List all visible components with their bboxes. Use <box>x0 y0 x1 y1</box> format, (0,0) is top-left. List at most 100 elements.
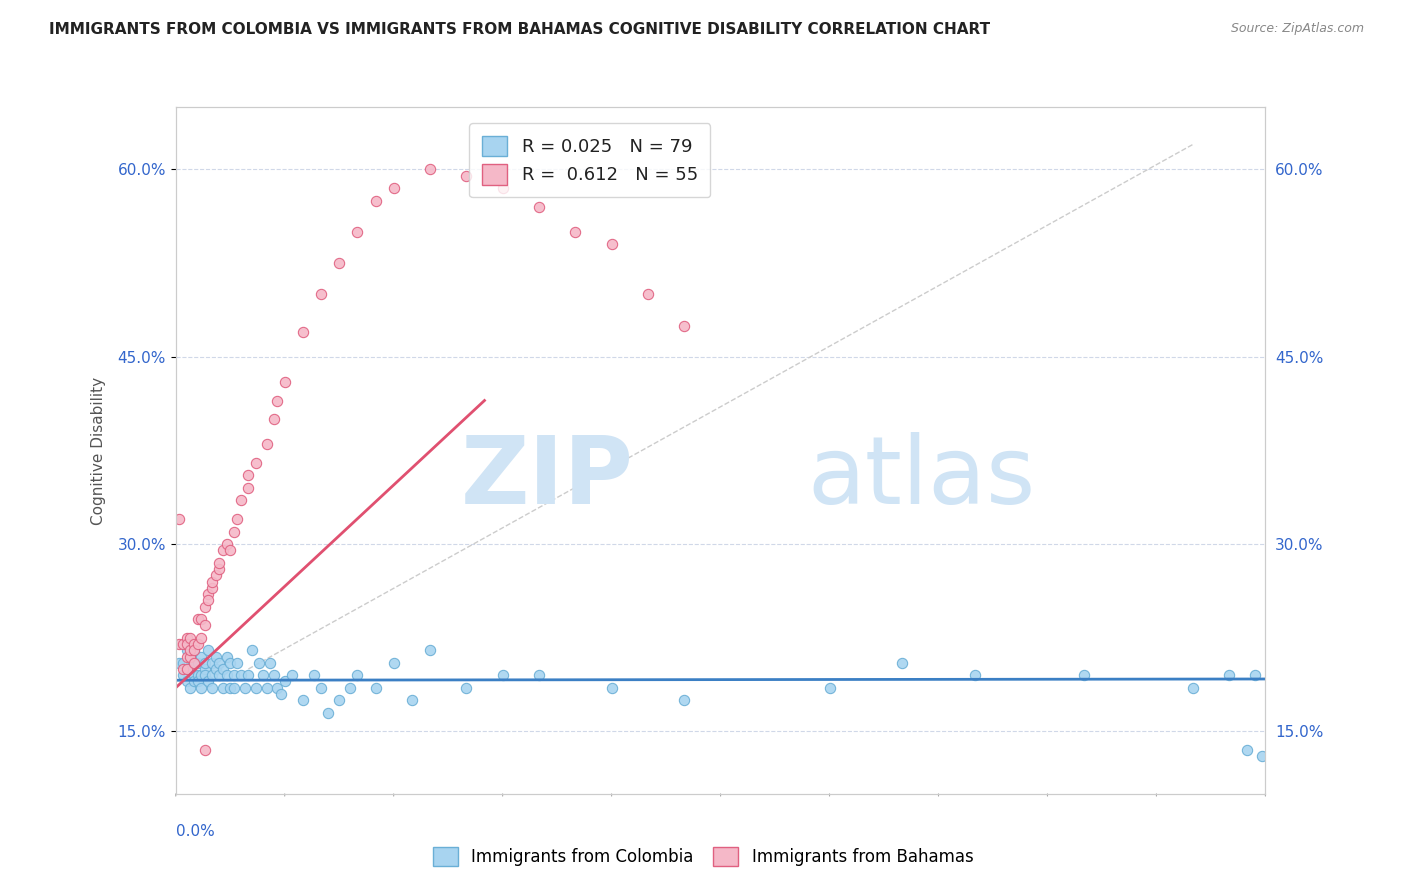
Point <box>600 237 623 252</box>
Point <box>270 687 292 701</box>
Point <box>309 681 332 695</box>
Point <box>172 668 194 682</box>
Point <box>600 681 623 695</box>
Point <box>222 681 245 695</box>
Point <box>346 668 368 682</box>
Point <box>204 649 226 664</box>
Point <box>231 493 253 508</box>
Point <box>219 543 242 558</box>
Point <box>891 656 914 670</box>
Point <box>233 681 256 695</box>
Point <box>172 662 194 676</box>
Point <box>346 225 368 239</box>
Point <box>274 375 297 389</box>
Point <box>673 693 696 707</box>
Point <box>183 643 205 657</box>
Point <box>291 693 314 707</box>
Point <box>169 512 191 526</box>
Point <box>201 681 224 695</box>
Point <box>212 543 235 558</box>
Point <box>240 643 263 657</box>
Point <box>186 674 209 689</box>
Point <box>201 668 224 682</box>
Text: IMMIGRANTS FROM COLOMBIA VS IMMIGRANTS FROM BAHAMAS COGNITIVE DISABILITY CORRELA: IMMIGRANTS FROM COLOMBIA VS IMMIGRANTS F… <box>49 22 990 37</box>
Point <box>179 649 201 664</box>
Point <box>637 287 659 301</box>
Point <box>194 656 217 670</box>
Point <box>302 668 325 682</box>
Point <box>183 656 205 670</box>
Point <box>179 643 201 657</box>
Point <box>226 656 249 670</box>
Point <box>328 256 350 270</box>
Point <box>194 618 217 632</box>
Point <box>169 656 191 670</box>
Point <box>263 668 285 682</box>
Point <box>179 649 201 664</box>
Point <box>238 481 260 495</box>
Point <box>186 637 209 651</box>
Point <box>818 681 841 695</box>
Point <box>1243 668 1265 682</box>
Point <box>183 668 205 682</box>
Point <box>226 512 249 526</box>
Point <box>245 456 267 470</box>
Point <box>456 169 478 183</box>
Point <box>259 656 281 670</box>
Y-axis label: Cognitive Disability: Cognitive Disability <box>91 376 107 524</box>
Point <box>197 587 219 601</box>
Point <box>183 656 205 670</box>
Point <box>281 668 304 682</box>
Point <box>179 681 201 695</box>
Text: 0.0%: 0.0% <box>176 824 215 839</box>
Point <box>963 668 986 682</box>
Point <box>245 681 267 695</box>
Point <box>176 631 198 645</box>
Point <box>222 524 245 539</box>
Point <box>382 181 405 195</box>
Point <box>1236 743 1258 757</box>
Point <box>291 325 314 339</box>
Point <box>176 643 198 657</box>
Point <box>183 637 205 651</box>
Point <box>212 681 235 695</box>
Point <box>492 668 515 682</box>
Point <box>252 668 274 682</box>
Legend: R = 0.025   N = 79, R =  0.612   N = 55: R = 0.025 N = 79, R = 0.612 N = 55 <box>470 123 710 197</box>
Point <box>204 662 226 676</box>
Point <box>186 612 209 626</box>
Point <box>208 562 231 576</box>
Point <box>382 656 405 670</box>
Point <box>266 681 288 695</box>
Point <box>190 668 212 682</box>
Point <box>256 681 278 695</box>
Text: ZIP: ZIP <box>461 432 633 524</box>
Point <box>201 574 224 589</box>
Point <box>208 668 231 682</box>
Point <box>1073 668 1095 682</box>
Point <box>197 643 219 657</box>
Point <box>194 668 217 682</box>
Point <box>1181 681 1204 695</box>
Point <box>176 674 198 689</box>
Point <box>673 318 696 333</box>
Point <box>208 556 231 570</box>
Point <box>176 649 198 664</box>
Point <box>197 593 219 607</box>
Point <box>172 637 194 651</box>
Point <box>274 674 297 689</box>
Point <box>190 649 212 664</box>
Point <box>201 656 224 670</box>
Point <box>419 643 441 657</box>
Point <box>456 681 478 695</box>
Point <box>172 656 194 670</box>
Point <box>339 681 361 695</box>
Point <box>179 662 201 676</box>
Point <box>186 656 209 670</box>
Point <box>201 581 224 595</box>
Point <box>364 681 387 695</box>
Point <box>256 437 278 451</box>
Point <box>190 631 212 645</box>
Point <box>1250 749 1272 764</box>
Point <box>190 681 212 695</box>
